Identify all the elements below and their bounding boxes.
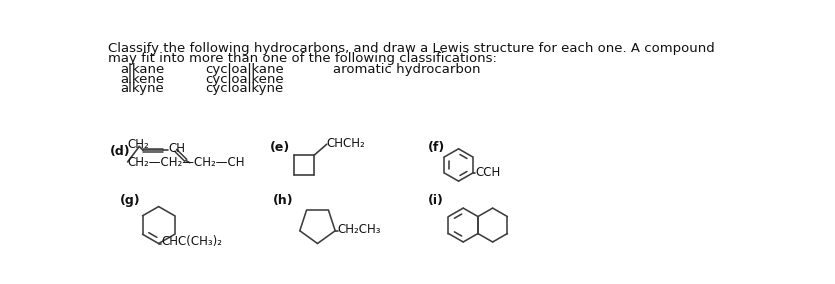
- Text: (d): (d): [109, 145, 130, 158]
- Text: aromatic hydrocarbon: aromatic hydrocarbon: [333, 63, 480, 76]
- Text: (f): (f): [428, 141, 446, 154]
- Text: CHCH₂: CHCH₂: [326, 137, 366, 150]
- Text: CH₂CH₃: CH₂CH₃: [337, 223, 381, 236]
- Text: may fit into more than one of the following classifications:: may fit into more than one of the follow…: [109, 52, 497, 65]
- Text: alkene: alkene: [120, 73, 164, 85]
- Text: (e): (e): [270, 141, 290, 154]
- Text: alkane: alkane: [120, 63, 164, 76]
- Text: CH: CH: [168, 142, 185, 155]
- Text: CCH: CCH: [475, 166, 500, 179]
- Text: cycloalkane: cycloalkane: [205, 63, 284, 76]
- Text: cycloalkene: cycloalkene: [205, 73, 284, 85]
- Text: cycloalkyne: cycloalkyne: [205, 82, 283, 95]
- Text: alkyne: alkyne: [120, 82, 164, 95]
- Text: Classify the following hydrocarbons, and draw a Lewis structure for each one. A : Classify the following hydrocarbons, and…: [109, 42, 715, 55]
- Text: (g): (g): [120, 194, 140, 207]
- Text: CH₂: CH₂: [128, 139, 149, 151]
- Text: (i): (i): [428, 194, 444, 207]
- Text: (h): (h): [273, 194, 294, 207]
- Text: CHC(CH₃)₂: CHC(CH₃)₂: [161, 235, 222, 248]
- Text: CH₂—CH₂—CH₂—CH: CH₂—CH₂—CH₂—CH: [128, 156, 245, 169]
